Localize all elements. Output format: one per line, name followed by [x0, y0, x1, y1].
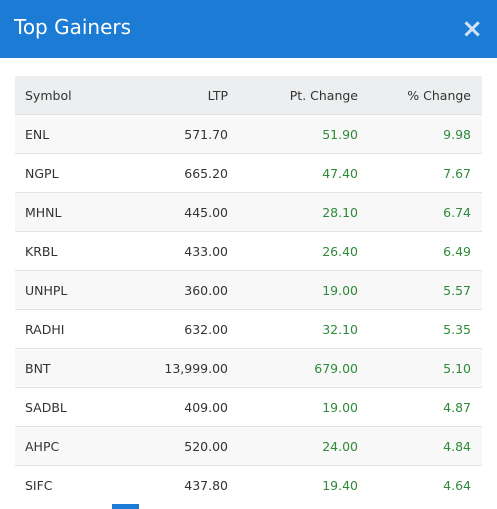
table-row: BNT 13,999.00 679.00 5.10: [15, 348, 482, 388]
table-cell: 4.87: [358, 387, 482, 427]
table-cell: 437.80: [105, 465, 228, 504]
scroll-indicator: [112, 504, 139, 509]
table-row: MHNL 445.00 28.10 6.74: [15, 192, 482, 232]
column-header: Symbol: [15, 76, 105, 115]
column-header: % Change: [358, 76, 482, 115]
table-cell: 51.90: [228, 114, 358, 154]
table-cell: SIFC: [15, 465, 105, 504]
table-cell: 4.84: [358, 426, 482, 466]
table-cell: NGPL: [15, 153, 105, 193]
table-cell: 13,999.00: [105, 348, 228, 388]
table-cell: 4.64: [358, 465, 482, 504]
gainers-table: Symbol LTP Pt. Change% Change ENL 571.70 51.…: [15, 76, 482, 504]
table-cell: 19.40: [228, 465, 358, 504]
table-cell: 520.00: [105, 426, 228, 466]
table-cell: 679.00: [228, 348, 358, 388]
table-cell: 28.10: [228, 192, 358, 232]
table-cell: UNHPL: [15, 270, 105, 310]
table-cell: 7.67: [358, 153, 482, 193]
table-cell: 6.49: [358, 231, 482, 271]
table-cell: 445.00: [105, 192, 228, 232]
table-cell: 9.98: [358, 114, 482, 154]
table-cell: BNT: [15, 348, 105, 388]
header-bar: Top Gainers ×: [0, 0, 497, 58]
table-cell: 6.74: [358, 192, 482, 232]
table-cell: 47.40: [228, 153, 358, 193]
table-cell: 632.00: [105, 309, 228, 349]
column-header: Pt. Change: [228, 76, 358, 115]
table-row: UNHPL 360.00 19.00 5.57: [15, 270, 482, 310]
table-cell: AHPC: [15, 426, 105, 466]
table-row: ENL 571.70 51.90 9.98: [15, 114, 482, 154]
table-row: SADBL 409.00 19.00 4.87: [15, 387, 482, 427]
table-row: RADHI 632.00 32.10 5.35: [15, 309, 482, 349]
table-cell: 5.35: [358, 309, 482, 349]
table-body: ENL 571.70 51.90 9.98 NGPL 665.20 47.40 7.67 MHN…: [15, 114, 482, 504]
table-cell: 24.00: [228, 426, 358, 466]
table-cell: RADHI: [15, 309, 105, 349]
table-cell: KRBL: [15, 231, 105, 271]
column-header: LTP: [105, 76, 228, 115]
table-cell: 32.10: [228, 309, 358, 349]
table-cell: 5.10: [358, 348, 482, 388]
close-button[interactable]: ×: [461, 14, 483, 44]
table-cell: MHNL: [15, 192, 105, 232]
table-cell: 409.00: [105, 387, 228, 427]
table-row: SIFC 437.80 19.40 4.64: [15, 465, 482, 504]
table-cell: ENL: [15, 114, 105, 154]
table-cell: 665.20: [105, 153, 228, 193]
table-row: KRBL 433.00 26.40 6.49: [15, 231, 482, 271]
table-cell: 26.40: [228, 231, 358, 271]
table-cell: 5.57: [358, 270, 482, 310]
table-cell: 433.00: [105, 231, 228, 271]
table-row: AHPC 520.00 24.00 4.84: [15, 426, 482, 466]
table-cell: 571.70: [105, 114, 228, 154]
title: Top Gainers: [14, 15, 132, 39]
table-row: NGPL 665.20 47.40 7.67: [15, 153, 482, 193]
table-cell: 19.00: [228, 270, 358, 310]
table-cell: SADBL: [15, 387, 105, 427]
table-cell: 19.00: [228, 387, 358, 427]
table-cell: 360.00: [105, 270, 228, 310]
header-row: Symbol LTP Pt. Change% Change: [15, 76, 482, 115]
